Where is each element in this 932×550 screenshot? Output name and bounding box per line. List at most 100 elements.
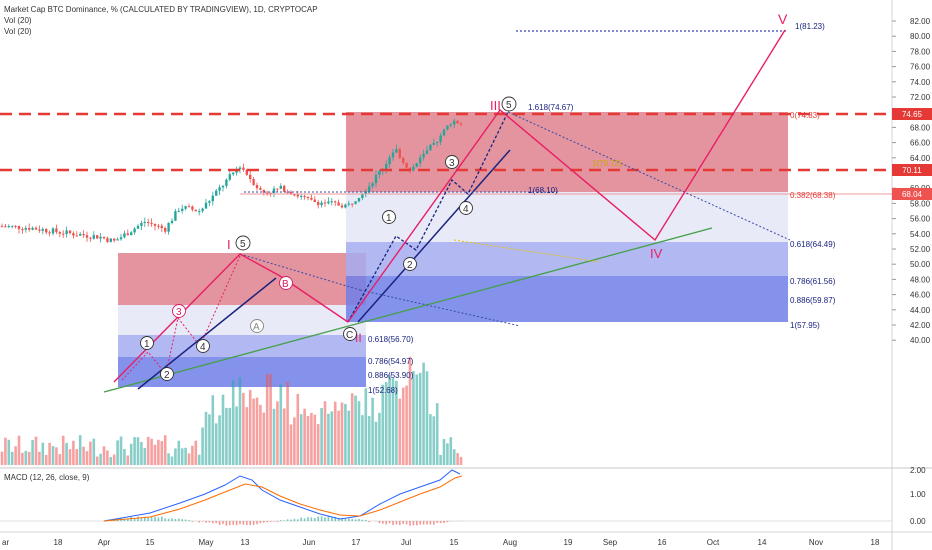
volume-bar bbox=[55, 447, 58, 465]
candle-body bbox=[446, 125, 449, 130]
wave-major-III: III bbox=[490, 98, 501, 113]
green-support-trendline bbox=[103, 227, 713, 393]
volume-bar bbox=[204, 411, 208, 465]
macd-hist-bar bbox=[303, 518, 306, 521]
dotted-wave-line-1 bbox=[239, 253, 361, 291]
minor-4-b: 4 bbox=[463, 204, 469, 215]
x-tick-label: Nov bbox=[809, 538, 823, 547]
candle-body bbox=[89, 237, 92, 239]
macd-hist-bar bbox=[184, 519, 187, 521]
volume-bar bbox=[364, 388, 368, 465]
volume-bars bbox=[0, 356, 463, 465]
macd-hist-bar bbox=[399, 521, 401, 526]
candle-body bbox=[344, 204, 347, 208]
candle-body bbox=[272, 188, 276, 193]
volume-bar bbox=[412, 371, 415, 465]
y-tick-label: 40.00 bbox=[910, 336, 931, 345]
axis-area-right[interactable] bbox=[892, 0, 932, 550]
volume-bar bbox=[211, 395, 215, 465]
volume-bar bbox=[92, 438, 96, 465]
header: Market Cap BTC Dominance, % (CALCULATED … bbox=[4, 5, 318, 482]
macd-hist-bar bbox=[293, 518, 296, 521]
macd-hist-bar bbox=[443, 521, 445, 524]
badge-68-04: 68.04 bbox=[892, 188, 932, 200]
candle-body bbox=[201, 208, 204, 212]
macd-hist-bar bbox=[218, 521, 221, 525]
candle-body bbox=[79, 234, 82, 236]
badge-text-74-65: 74.65 bbox=[902, 110, 923, 119]
volume-bar bbox=[177, 440, 181, 465]
candle-body bbox=[99, 236, 102, 239]
y-tick-label: 76.00 bbox=[910, 63, 931, 72]
macd-hist-bar bbox=[416, 521, 418, 526]
volume-bar bbox=[299, 414, 303, 465]
candle-body bbox=[221, 185, 225, 188]
volume-bar bbox=[14, 446, 17, 465]
candle-body bbox=[45, 229, 48, 233]
candle-body bbox=[436, 141, 439, 143]
badge-text-70-11: 70.11 bbox=[902, 166, 922, 175]
macd-hist-bar bbox=[297, 519, 299, 521]
fib-label-59-87: 0.886(59.87) bbox=[790, 296, 836, 305]
candle-body bbox=[293, 194, 296, 196]
candle-body bbox=[283, 185, 286, 192]
volume-bar bbox=[184, 447, 187, 465]
candle-body bbox=[405, 162, 408, 168]
volume-bar bbox=[58, 454, 62, 465]
volume-bar bbox=[68, 449, 72, 465]
volume-bar bbox=[425, 371, 429, 465]
candle-body bbox=[289, 191, 293, 195]
x-tick-label: 19 bbox=[564, 538, 573, 547]
fib-label-68-38: 0.382(68.38) bbox=[790, 191, 836, 200]
y-tick-label: 72.00 bbox=[910, 93, 931, 102]
x-tick-label: Jun bbox=[303, 538, 316, 547]
volume-bar bbox=[303, 408, 306, 465]
volume-bar bbox=[255, 397, 259, 465]
macd-hist-bar bbox=[249, 521, 251, 526]
macd-hist-bar bbox=[191, 521, 194, 522]
macd-hist-bar bbox=[208, 521, 211, 523]
y-tick-label: 68.00 bbox=[910, 123, 931, 132]
macd-hist-bar bbox=[382, 521, 384, 524]
candle-body bbox=[429, 144, 432, 151]
volume-bar bbox=[252, 398, 255, 465]
volume-bar bbox=[106, 450, 109, 465]
candle-body bbox=[327, 201, 330, 204]
minor-2-a: 2 bbox=[164, 370, 170, 381]
candle-body bbox=[456, 120, 459, 124]
macd-hist-bar bbox=[140, 517, 143, 521]
candle-body bbox=[34, 227, 38, 230]
candle-body bbox=[215, 190, 218, 196]
volume-bar bbox=[439, 454, 442, 465]
volume-bar bbox=[228, 407, 232, 465]
volume-bar bbox=[89, 441, 92, 465]
candle-body bbox=[55, 228, 58, 233]
macd-hist-bar bbox=[205, 521, 207, 523]
candle-body bbox=[198, 211, 201, 213]
y-tick-label: 66.00 bbox=[910, 139, 931, 148]
macd-hist-bar bbox=[419, 521, 421, 525]
volume-bar bbox=[293, 417, 296, 465]
volume-bar bbox=[129, 443, 133, 465]
time-axis[interactable]: ar 18 Apr 15 May 13 Jun 17 Jul 15 Aug 19 Sep 16 Oct 14 N… bbox=[2, 538, 880, 547]
wave-label-III: III 5 bbox=[490, 96, 517, 113]
volume-bar bbox=[157, 439, 160, 465]
macd-hist-bar bbox=[341, 517, 343, 521]
volume-bar bbox=[102, 446, 106, 465]
volume-bar bbox=[194, 440, 198, 465]
x-tick-label: Oct bbox=[707, 538, 720, 547]
candle-body bbox=[68, 230, 72, 234]
macd-axis[interactable]: 2.00 1.00 0.00 bbox=[910, 466, 926, 526]
chart-title: Market Cap BTC Dominance, % (CALCULATED … bbox=[4, 5, 318, 14]
volume-bar bbox=[323, 401, 327, 465]
macd-hist-bar bbox=[252, 521, 255, 525]
x-tick-label: 13 bbox=[241, 538, 250, 547]
candle-body bbox=[310, 197, 313, 200]
fib-label-81-23: 1(81.23) bbox=[795, 22, 825, 31]
macd-hist-bar bbox=[222, 521, 224, 525]
volume-bar bbox=[282, 408, 286, 465]
candle-body bbox=[425, 150, 429, 154]
volume-bar bbox=[306, 416, 310, 465]
y-tick-label: 56.00 bbox=[910, 215, 931, 224]
